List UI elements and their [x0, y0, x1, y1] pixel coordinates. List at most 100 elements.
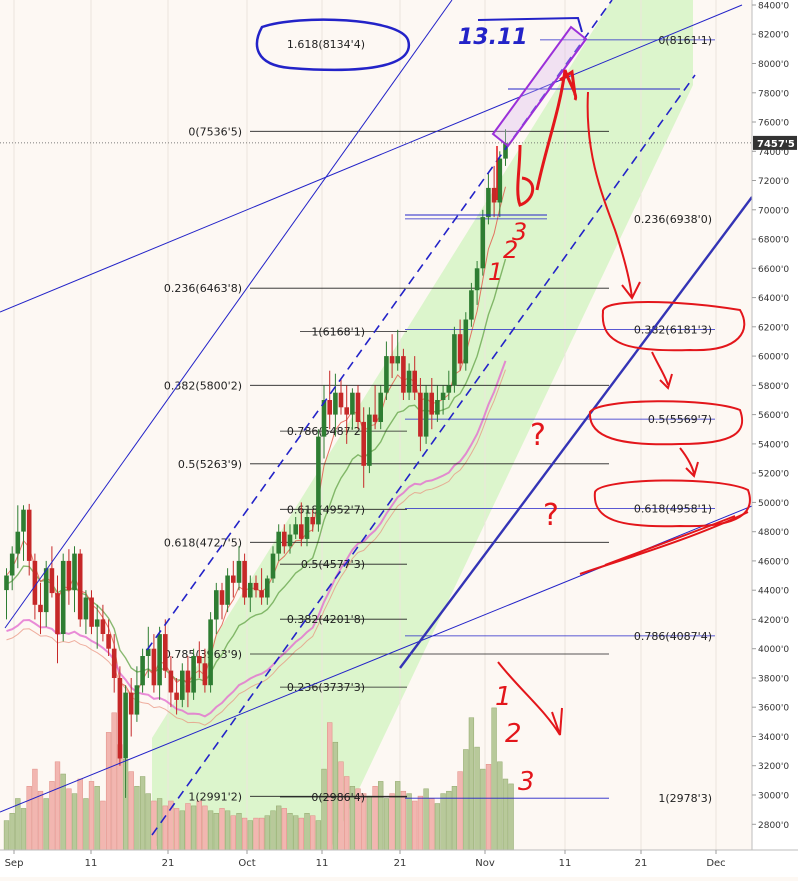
x-tick-label: Dec: [706, 858, 725, 869]
candle-body: [384, 356, 389, 393]
fib-level-label: 0.382(4201'8): [287, 613, 365, 626]
fib-level-label: 0.618(4958'1): [634, 503, 712, 516]
y-tick-label: 2800'0: [758, 821, 789, 831]
volume-bar: [480, 768, 486, 851]
x-tick-label: 21: [635, 858, 648, 869]
candle-body: [486, 187, 491, 218]
candle-body: [15, 531, 21, 554]
upper-trendline: [0, 4, 743, 313]
volume-bar: [298, 817, 304, 851]
red-arrow-lower: [497, 661, 563, 736]
volume-bar: [508, 783, 514, 851]
candle-body: [429, 392, 434, 415]
volume-bar: [395, 781, 401, 851]
candle-body: [395, 356, 400, 364]
volume-bar: [344, 776, 350, 851]
y-tick-label: 3600'0: [758, 704, 789, 714]
y-tick-label: 6400'0: [758, 294, 789, 304]
y-tick-label: 3000'0: [758, 792, 789, 802]
volume-bar: [264, 815, 270, 851]
volume-bar: [37, 790, 44, 851]
volume-bar: [383, 798, 390, 851]
candle-body: [55, 593, 60, 635]
volume-bar: [66, 788, 72, 851]
volume-bar: [207, 810, 214, 851]
candle-body: [367, 414, 372, 466]
candle-body: [406, 370, 412, 393]
candle-body: [145, 648, 151, 656]
volume-bar: [219, 808, 225, 851]
volume-bar: [54, 761, 61, 851]
candle-body: [401, 356, 406, 393]
fib-level-label: 0.5(5263'9): [178, 458, 242, 471]
candle-body: [412, 370, 417, 393]
y-tick-label: 6800'0: [758, 236, 789, 246]
x-tick-label: Sep: [5, 858, 24, 869]
candle-body: [435, 400, 440, 415]
candle-body: [423, 392, 429, 437]
fib-level-label: 0(8161'1): [658, 34, 712, 47]
volume-bar: [434, 803, 441, 851]
target-box-purple: [491, 25, 588, 148]
red-arrow-down-3: [679, 447, 699, 478]
candle-body: [180, 670, 185, 700]
y-tick-label: 5800'0: [758, 382, 789, 392]
candle-body: [214, 590, 219, 620]
volume-bar: [366, 795, 373, 851]
volume-bar: [463, 749, 469, 851]
candle-body: [248, 582, 253, 598]
volume-bar: [497, 761, 503, 851]
volume-bar: [412, 800, 418, 851]
volume-bar: [134, 786, 140, 851]
volume-bar: [83, 798, 89, 851]
ema-orange-line: [6, 369, 506, 726]
red-arrow-down-1: [586, 91, 641, 300]
candle-body: [117, 678, 123, 759]
y-tick-label: 4400'0: [758, 587, 789, 597]
candle-body: [350, 392, 355, 415]
volume-bar: [224, 810, 231, 851]
volume-bar: [43, 798, 49, 851]
volume-bar: [162, 805, 168, 851]
volume-bar: [190, 805, 197, 851]
candle-body: [174, 692, 179, 700]
fib-level-label: 0.382(5800'2): [164, 379, 242, 392]
candle-body: [270, 553, 276, 579]
fib-level-label: 0.618(4952'7): [287, 503, 365, 516]
wave-label-upper: 1: [488, 258, 503, 286]
candle-body: [111, 648, 117, 678]
candle-body: [26, 509, 32, 561]
candle-body: [355, 392, 361, 422]
y-tick-label: 7200'0: [758, 177, 789, 187]
volume-bar: [281, 808, 287, 851]
volume-bar: [451, 786, 458, 851]
fib-level-label: 0.5(4577'3): [301, 558, 365, 571]
candle-body: [503, 142, 508, 159]
volume-bar: [485, 764, 492, 851]
candle-body: [191, 656, 196, 693]
candle-body: [440, 392, 446, 400]
fib-level-label: 0.618(4727'5): [164, 536, 242, 549]
volume-bar: [105, 732, 112, 851]
volume-bar: [253, 817, 259, 851]
fib-level-label: 1(2978'3): [658, 792, 712, 805]
fib-level-label: 0.236(6463'8): [164, 282, 242, 295]
volume-bar: [145, 793, 151, 851]
fib-level-label: 0.236(6938'0): [634, 213, 712, 226]
y-tick-label: 7400'0: [758, 148, 789, 158]
volume-bar: [15, 798, 21, 851]
candle-body: [49, 568, 55, 594]
y-tick-label: 6200'0: [758, 323, 789, 333]
candle-body: [287, 534, 293, 547]
y-tick-label: 4800'0: [758, 528, 789, 538]
red-swirl: [516, 144, 535, 207]
candle-body: [452, 334, 457, 386]
volume-bar: [372, 786, 378, 851]
candle-body: [304, 517, 310, 539]
volume-bar: [389, 793, 395, 851]
question-mark: ?: [543, 498, 559, 533]
volume-bar: [446, 790, 452, 851]
candle-body: [197, 656, 202, 664]
